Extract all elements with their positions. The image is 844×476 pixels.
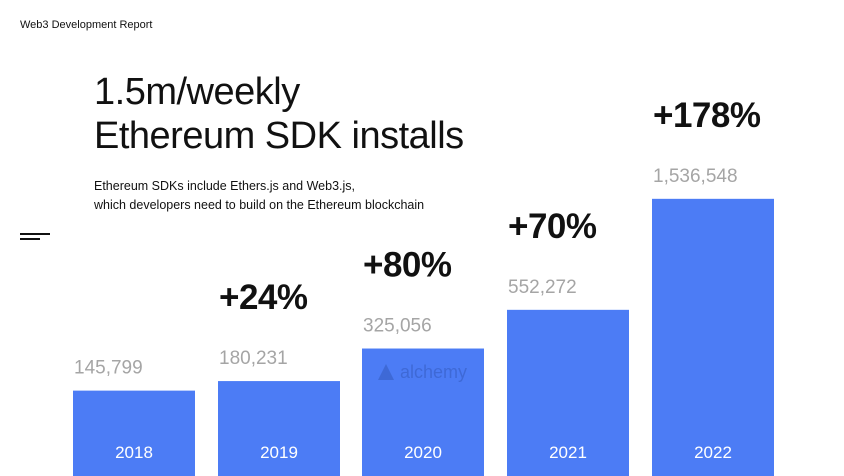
- subtitle-line-1: Ethereum SDKs include Ethers.js and Web3…: [94, 179, 356, 193]
- menu-line: [20, 233, 50, 235]
- menu-line: [20, 238, 40, 240]
- category-label: 2020: [404, 443, 442, 462]
- category-label: 2021: [549, 443, 587, 462]
- value-label: 325,056: [363, 316, 432, 337]
- report-label: Web3 Development Report: [20, 19, 153, 31]
- title-line-2: Ethereum SDK installs: [94, 115, 464, 157]
- growth-label: +80%: [363, 246, 452, 285]
- category-label: 2018: [115, 443, 153, 462]
- watermark-text: alchemy: [400, 362, 467, 382]
- bar-2020: [362, 348, 484, 476]
- value-label: 145,799: [74, 358, 143, 379]
- category-label: 2019: [260, 443, 298, 462]
- chart-subtitle: Ethereum SDKs include Ethers.js and Web3…: [94, 177, 424, 215]
- bar-2019: [218, 381, 340, 476]
- alchemy-watermark: alchemy: [378, 362, 467, 382]
- growth-label: +24%: [219, 278, 308, 317]
- bar-2022: [652, 198, 774, 476]
- menu-lines-icon: [20, 233, 52, 243]
- growth-label: +70%: [508, 207, 597, 246]
- chart-title: 1.5m/weekly Ethereum SDK installs: [94, 70, 464, 158]
- category-label: 2022: [694, 443, 732, 462]
- growth-label: +178%: [653, 96, 761, 135]
- subtitle-line-2: which developers need to build on the Et…: [94, 198, 425, 212]
- bar-2018: [73, 390, 195, 476]
- value-label: 552,272: [508, 277, 577, 298]
- title-line-1: 1.5m/weekly: [94, 71, 300, 113]
- value-label: 180,231: [219, 348, 288, 369]
- alchemy-logo-icon: [378, 364, 394, 380]
- bar-2021: [507, 309, 629, 476]
- value-label: 1,536,548: [653, 166, 738, 187]
